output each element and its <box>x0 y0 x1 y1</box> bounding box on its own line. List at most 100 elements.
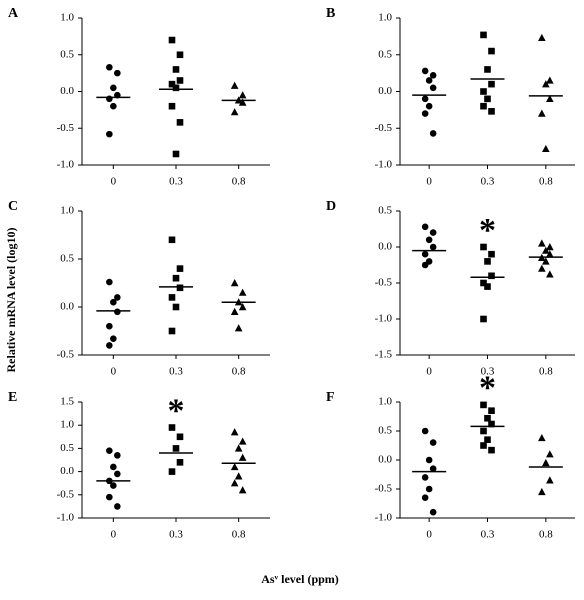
point <box>480 442 487 449</box>
point <box>106 342 113 349</box>
x-tick-label: 0 <box>111 366 117 378</box>
point <box>421 494 429 502</box>
y-tick-label: 0.0 <box>378 85 392 97</box>
point <box>234 472 243 480</box>
point <box>168 102 176 110</box>
point <box>542 458 550 467</box>
point <box>538 487 546 496</box>
point <box>106 493 113 501</box>
point <box>429 130 437 137</box>
point <box>106 278 113 286</box>
point <box>230 108 239 116</box>
point <box>168 424 176 431</box>
point <box>429 84 437 92</box>
point <box>546 243 554 251</box>
point <box>176 433 184 441</box>
point <box>114 294 121 301</box>
point <box>238 437 247 445</box>
x-tick-label: 0.3 <box>481 366 495 378</box>
point <box>238 91 247 99</box>
y-tick-label: 0.5 <box>60 253 74 265</box>
y-tick-label: -1.5 <box>375 349 393 361</box>
point <box>172 84 180 92</box>
point <box>429 465 437 473</box>
point <box>480 102 487 110</box>
point <box>484 66 491 73</box>
point <box>484 414 491 422</box>
y-tick-label: 0.0 <box>60 301 74 313</box>
x-tick-label: 0.3 <box>481 176 495 188</box>
point <box>425 485 433 493</box>
y-tick-label: 1.0 <box>60 205 74 217</box>
y-tick-label: 1.0 <box>60 419 74 431</box>
point <box>172 274 180 282</box>
y-tick-label: 0.0 <box>60 85 74 97</box>
point <box>238 303 247 311</box>
point <box>168 468 176 475</box>
point <box>480 31 487 39</box>
point <box>538 264 546 272</box>
point <box>538 33 546 42</box>
point <box>168 80 176 88</box>
y-tick-label: -1.0 <box>375 313 393 325</box>
point <box>480 243 487 251</box>
point <box>421 67 429 75</box>
x-tick-label: 0.8 <box>539 529 553 541</box>
point <box>425 236 433 244</box>
y-tick-label: 0.5 <box>378 48 392 60</box>
x-tick-label: 0.3 <box>169 529 183 541</box>
point <box>429 439 437 446</box>
point <box>110 298 117 306</box>
point <box>230 81 239 89</box>
y-tick-label: -1.0 <box>375 512 393 524</box>
x-tick-label: 0 <box>426 529 432 541</box>
point <box>480 315 487 323</box>
point <box>425 456 433 464</box>
point <box>429 72 437 79</box>
point <box>238 453 247 461</box>
point <box>168 294 176 301</box>
point <box>488 250 495 258</box>
y-tick-label: 1.0 <box>60 12 74 24</box>
point <box>484 95 491 103</box>
point <box>480 427 487 435</box>
point <box>546 250 554 258</box>
point <box>488 108 495 115</box>
point <box>480 401 487 409</box>
point <box>172 66 180 73</box>
point <box>168 36 176 44</box>
point <box>425 102 433 110</box>
point <box>172 445 180 452</box>
point <box>546 270 554 278</box>
y-tick-label: -0.5 <box>57 349 75 361</box>
y-tick-label: -1.0 <box>57 159 75 171</box>
point <box>176 77 184 84</box>
y-axis-label: Relative mRNA level (log10) <box>4 228 18 373</box>
x-tick-label: 0 <box>426 366 432 378</box>
point <box>106 447 113 455</box>
point <box>168 327 176 335</box>
panel-label: C <box>8 199 18 214</box>
point <box>538 239 546 247</box>
point <box>421 261 429 269</box>
significance-mark: * <box>168 392 185 429</box>
x-tick-label: 0.8 <box>232 529 246 541</box>
point <box>429 229 437 236</box>
y-tick-label: 0.0 <box>378 454 392 466</box>
point <box>488 407 495 414</box>
point <box>429 508 437 516</box>
point <box>176 459 184 466</box>
y-tick-label: -0.5 <box>57 122 75 134</box>
point <box>110 335 117 342</box>
point <box>110 84 117 92</box>
point <box>484 283 491 290</box>
point <box>110 463 117 471</box>
point <box>230 462 239 471</box>
point <box>421 474 429 481</box>
point <box>230 279 239 287</box>
point <box>114 69 121 77</box>
point <box>106 322 113 330</box>
y-tick-label: 1.5 <box>60 396 74 408</box>
point <box>480 279 487 287</box>
